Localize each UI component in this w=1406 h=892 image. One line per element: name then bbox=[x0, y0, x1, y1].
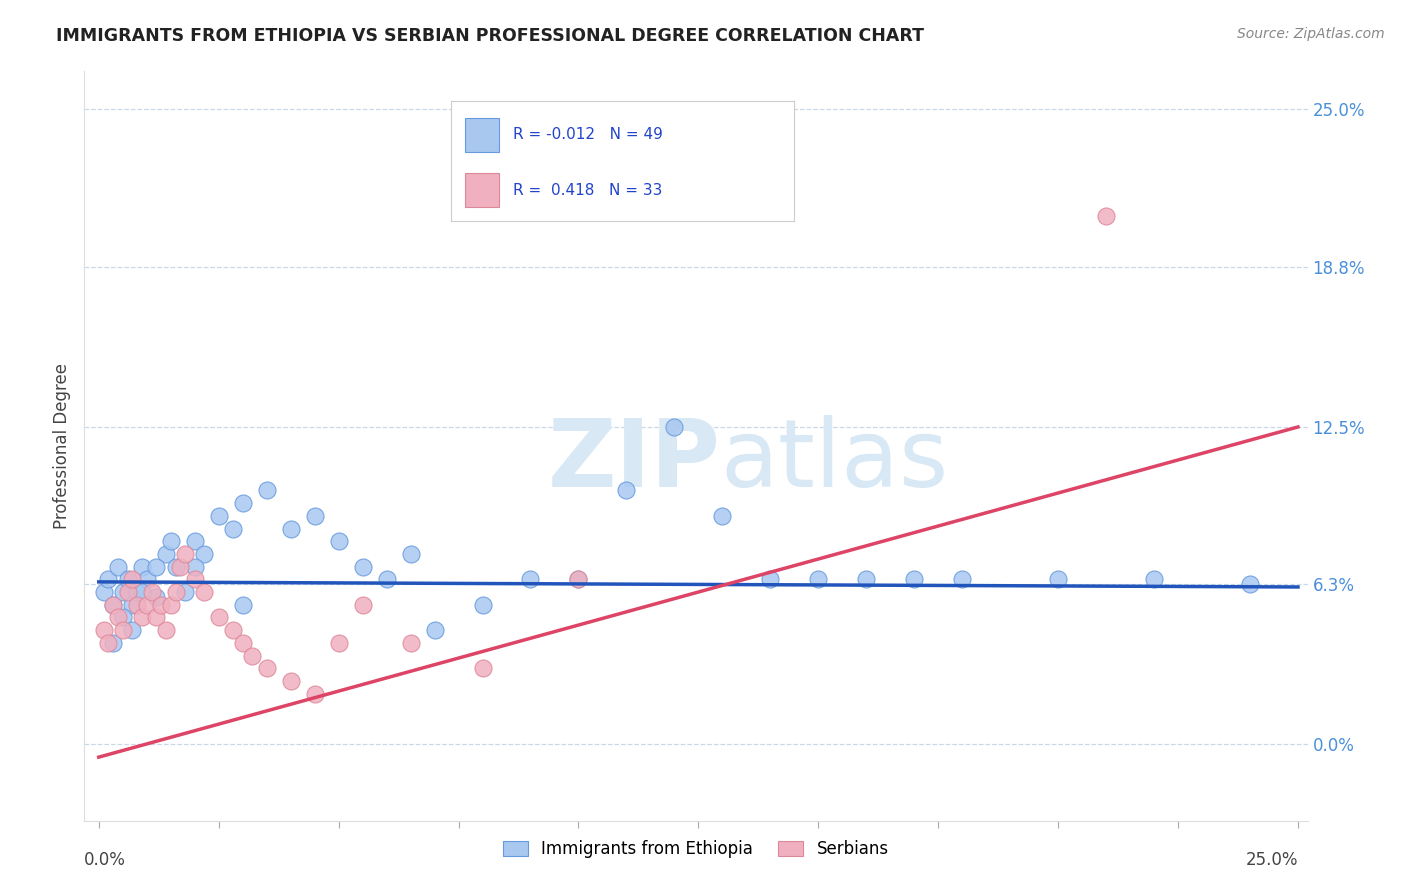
Point bbox=[1095, 209, 1118, 223]
Point bbox=[159, 598, 181, 612]
Point bbox=[111, 623, 134, 637]
Point bbox=[232, 496, 254, 510]
Point bbox=[127, 585, 149, 599]
Point bbox=[150, 598, 173, 612]
Point bbox=[121, 572, 143, 586]
Point bbox=[145, 610, 167, 624]
Point bbox=[256, 661, 278, 675]
Point bbox=[131, 559, 153, 574]
Legend: Immigrants from Ethiopia, Serbians: Immigrants from Ethiopia, Serbians bbox=[496, 833, 896, 864]
Point bbox=[375, 572, 398, 586]
Point bbox=[855, 572, 877, 586]
Point bbox=[567, 572, 589, 586]
Point bbox=[232, 598, 254, 612]
Point bbox=[240, 648, 263, 663]
Point bbox=[93, 585, 115, 599]
Point bbox=[352, 598, 374, 612]
Point bbox=[208, 508, 231, 523]
Point bbox=[328, 636, 350, 650]
Point bbox=[107, 610, 129, 624]
Point bbox=[97, 636, 120, 650]
Point bbox=[121, 623, 143, 637]
Point bbox=[121, 598, 143, 612]
Point bbox=[280, 522, 302, 536]
Point bbox=[1047, 572, 1070, 586]
Text: IMMIGRANTS FROM ETHIOPIA VS SERBIAN PROFESSIONAL DEGREE CORRELATION CHART: IMMIGRANTS FROM ETHIOPIA VS SERBIAN PROF… bbox=[56, 27, 924, 45]
Point bbox=[97, 572, 120, 586]
Point bbox=[711, 508, 734, 523]
Point bbox=[93, 623, 115, 637]
Point bbox=[145, 590, 167, 604]
Point bbox=[423, 623, 446, 637]
Point bbox=[399, 547, 422, 561]
Point bbox=[183, 534, 205, 549]
Point bbox=[471, 598, 494, 612]
Point bbox=[567, 572, 589, 586]
Y-axis label: Professional Degree: Professional Degree bbox=[53, 363, 72, 529]
Point bbox=[1239, 577, 1261, 591]
Point bbox=[117, 585, 139, 599]
Point bbox=[903, 572, 925, 586]
Point bbox=[616, 483, 638, 498]
Point bbox=[328, 534, 350, 549]
Point bbox=[174, 547, 197, 561]
Point bbox=[222, 522, 245, 536]
Point bbox=[352, 559, 374, 574]
Point bbox=[131, 585, 153, 599]
Point bbox=[107, 559, 129, 574]
Point bbox=[135, 572, 157, 586]
Point bbox=[165, 585, 187, 599]
Point bbox=[471, 661, 494, 675]
Text: Source: ZipAtlas.com: Source: ZipAtlas.com bbox=[1237, 27, 1385, 41]
Text: 0.0%: 0.0% bbox=[84, 851, 127, 869]
Point bbox=[222, 623, 245, 637]
Text: ZIP: ZIP bbox=[547, 415, 720, 507]
Point bbox=[165, 559, 187, 574]
Point bbox=[111, 610, 134, 624]
Point bbox=[1143, 572, 1166, 586]
Point bbox=[101, 598, 124, 612]
Point bbox=[664, 420, 686, 434]
Point bbox=[759, 572, 782, 586]
Point bbox=[183, 559, 205, 574]
Point bbox=[145, 559, 167, 574]
Point bbox=[193, 585, 215, 599]
Point bbox=[135, 598, 157, 612]
Point bbox=[304, 687, 326, 701]
Point bbox=[519, 572, 541, 586]
Point bbox=[174, 585, 197, 599]
Point bbox=[117, 572, 139, 586]
Point bbox=[131, 610, 153, 624]
Point bbox=[256, 483, 278, 498]
Point bbox=[159, 534, 181, 549]
Point bbox=[169, 559, 191, 574]
Point bbox=[155, 623, 177, 637]
Text: 25.0%: 25.0% bbox=[1246, 851, 1298, 869]
Point bbox=[141, 585, 163, 599]
Point bbox=[950, 572, 973, 586]
Point bbox=[127, 598, 149, 612]
Point bbox=[280, 673, 302, 688]
Point bbox=[208, 610, 231, 624]
Point bbox=[399, 636, 422, 650]
Point bbox=[807, 572, 830, 586]
Point bbox=[232, 636, 254, 650]
Point bbox=[155, 547, 177, 561]
Point bbox=[304, 508, 326, 523]
Text: atlas: atlas bbox=[720, 415, 949, 507]
Point bbox=[183, 572, 205, 586]
Point bbox=[101, 636, 124, 650]
Point bbox=[111, 585, 134, 599]
Point bbox=[193, 547, 215, 561]
Point bbox=[101, 598, 124, 612]
